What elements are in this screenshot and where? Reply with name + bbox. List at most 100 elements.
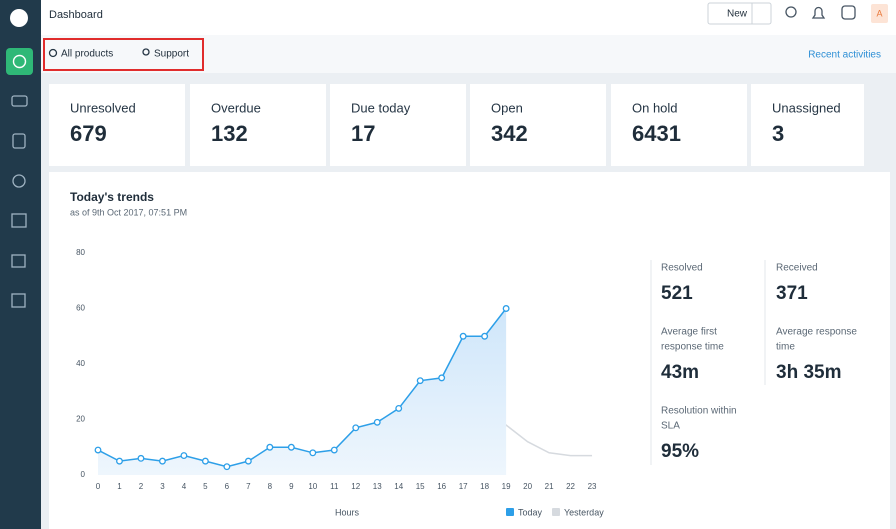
card-label: Due today	[351, 100, 411, 115]
x-tick-label: 17	[459, 482, 468, 491]
card-value: 342	[491, 121, 528, 146]
card-label: Unresolved	[70, 100, 136, 115]
stat-label: Average first	[661, 327, 717, 338]
point	[116, 457, 123, 465]
point	[158, 457, 166, 465]
legend-label: Today	[518, 507, 543, 517]
nav-contacts[interactable]	[12, 133, 26, 149]
y-tick-label: 60	[76, 304, 85, 313]
stat-label: Average response	[776, 327, 857, 338]
stat-card	[611, 84, 747, 166]
stat-label: Received	[776, 263, 818, 274]
nav-reports[interactable]	[11, 293, 26, 308]
nav-icon	[12, 54, 27, 69]
stat-value: 371	[776, 283, 808, 304]
nav-tickets[interactable]	[11, 95, 28, 107]
stat-card	[470, 84, 606, 166]
point	[481, 332, 489, 340]
highlight-box	[43, 38, 204, 71]
card-label: On hold	[632, 100, 678, 115]
stat-label: Resolved	[661, 263, 703, 274]
point	[287, 443, 295, 451]
filter-bar	[41, 35, 896, 73]
y-tick-label: 80	[76, 248, 85, 257]
card-label: Overdue	[211, 100, 261, 115]
point	[459, 332, 467, 340]
card-label: Unassigned	[772, 100, 841, 115]
card-value: 132	[211, 121, 248, 146]
x-tick-label: 16	[437, 482, 446, 491]
point	[438, 374, 446, 382]
legend-label: Yesterday	[564, 507, 604, 517]
stat-label: SLA	[661, 421, 680, 432]
x-tick-label: 6	[225, 482, 230, 491]
x-tick-label: 22	[566, 482, 575, 491]
point	[373, 418, 381, 426]
x-tick-label: 15	[416, 482, 425, 491]
card-value: 6431	[632, 121, 681, 146]
x-tick-label: 4	[182, 482, 187, 491]
card-value: 3	[772, 121, 784, 146]
x-tick-label: 13	[373, 482, 382, 491]
point	[416, 377, 424, 385]
x-tick-label: 12	[351, 482, 360, 491]
x-tick-label: 2	[139, 482, 144, 491]
search-icon[interactable]	[785, 6, 797, 18]
x-tick-label: 20	[523, 482, 532, 491]
x-tick-label: 11	[330, 482, 339, 491]
point	[330, 446, 338, 454]
point	[244, 457, 252, 465]
avatar[interactable]	[871, 4, 888, 23]
new-button[interactable]	[707, 2, 772, 25]
nav-dashboard[interactable]	[6, 48, 33, 75]
x-tick-label: 10	[308, 482, 317, 491]
logo[interactable]	[10, 9, 28, 27]
series-line	[97, 308, 507, 468]
group-filter[interactable]: Support	[154, 49, 189, 60]
area	[98, 308, 507, 475]
card-value: 17	[351, 121, 375, 146]
product-filter[interactable]: All products	[61, 49, 113, 60]
stat-value: 43m	[661, 362, 699, 383]
point	[266, 443, 274, 451]
nav-forums[interactable]	[11, 254, 26, 268]
x-tick-label: 8	[268, 482, 273, 491]
stat-value: 3h 35m	[776, 362, 841, 383]
x-tick-label: 5	[203, 482, 208, 491]
nav-solutions[interactable]	[11, 213, 27, 228]
new-button-label: New	[727, 9, 748, 20]
legend-swatch	[506, 508, 514, 516]
card-label: Open	[491, 100, 523, 115]
point	[502, 305, 510, 312]
point	[201, 457, 209, 465]
stat-label: Resolution within	[661, 406, 737, 417]
x-tick-label: 9	[289, 482, 294, 491]
stat-value: 521	[661, 283, 693, 304]
point	[180, 452, 188, 460]
trends-subtitle: as of 9th Oct 2017, 07:51 PM	[70, 207, 187, 217]
page-title: Dashboard	[49, 9, 103, 21]
stat-card	[330, 84, 466, 166]
x-tick-label: 14	[394, 482, 403, 491]
stat-label: time	[776, 342, 795, 353]
x-tick-label: 18	[480, 482, 489, 491]
recent-activities-link[interactable]: Recent activities	[808, 50, 881, 61]
sidebar	[0, 0, 41, 529]
apps-icon[interactable]	[841, 5, 856, 20]
stat-value: 95%	[661, 441, 699, 462]
x-tick-label: 3	[160, 482, 165, 491]
stat-card	[751, 84, 864, 166]
card-value: 679	[70, 121, 107, 146]
bell-icon[interactable]	[811, 6, 826, 19]
point	[352, 424, 360, 432]
x-tick-label: 23	[588, 482, 597, 491]
stat-card	[49, 84, 185, 166]
x-tick-label: 0	[96, 482, 101, 491]
point	[309, 449, 317, 457]
nav-social[interactable]	[12, 174, 26, 188]
stat-label: response time	[661, 342, 724, 353]
point	[395, 404, 403, 412]
avatar-letter: A	[876, 8, 882, 18]
x-tick-label: 21	[545, 482, 554, 491]
point	[223, 463, 231, 471]
